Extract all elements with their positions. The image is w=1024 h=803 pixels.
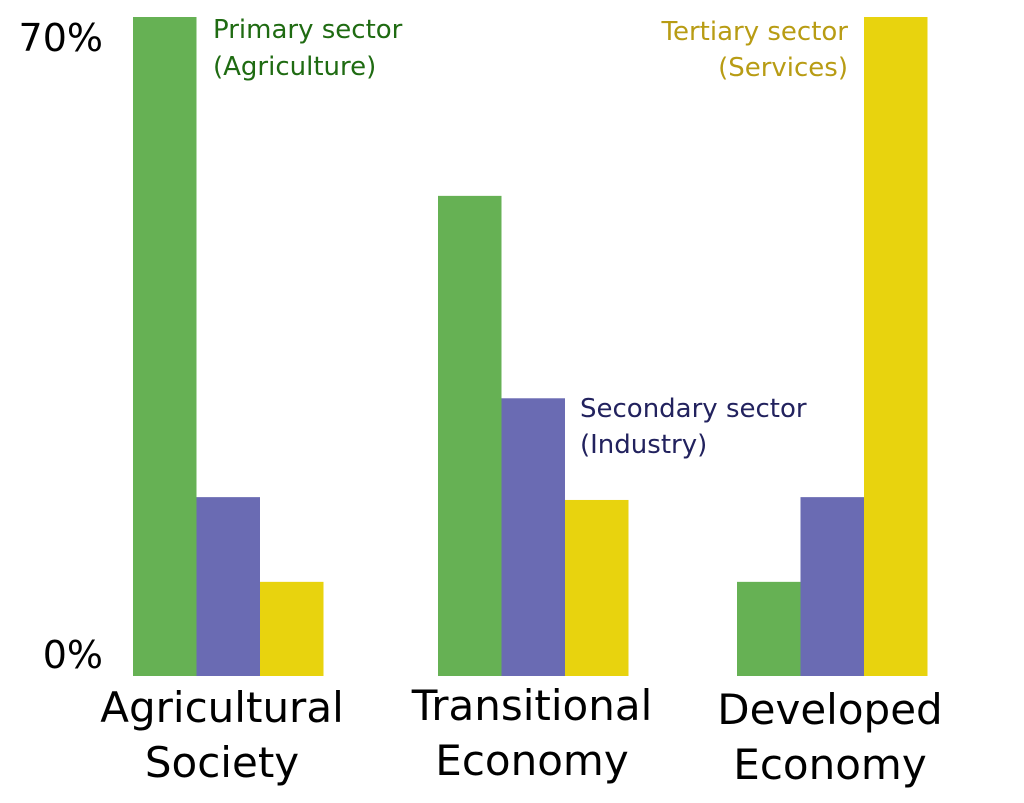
category-label-developed-line2: Economy xyxy=(733,740,926,789)
bar-transitional-tertiary xyxy=(565,499,629,676)
series-label-secondary-line2: (Industry) xyxy=(580,430,707,460)
series-label-secondary-line1: Secondary sector xyxy=(580,394,807,424)
category-label-developed-line1: Developed xyxy=(717,685,942,734)
series-label-tertiary-line2: (Services) xyxy=(718,53,848,83)
bar-developed-secondary xyxy=(800,497,864,676)
category-label-transitional-line2: Economy xyxy=(435,736,628,785)
category-label-agricultural-line2: Society xyxy=(145,738,299,787)
bar-transitional-primary xyxy=(438,195,502,676)
category-label-transitional-line1: Transitional xyxy=(411,681,653,730)
bar-developed-tertiary xyxy=(864,17,928,676)
bar-transitional-secondary xyxy=(501,398,565,676)
series-label-tertiary-line1: Tertiary sector xyxy=(661,17,849,47)
series-label-primary-line2: (Agriculture) xyxy=(213,52,376,82)
bar-developed-primary xyxy=(737,581,801,676)
category-label-agricultural-line1: Agricultural xyxy=(100,683,343,732)
series-label-primary-line1: Primary sector xyxy=(213,15,403,45)
bars-group xyxy=(133,17,928,676)
y-tick-max: 70% xyxy=(19,16,103,60)
bar-agricultural-primary xyxy=(133,17,197,676)
bar-agricultural-tertiary xyxy=(260,581,324,676)
bar-agricultural-secondary xyxy=(196,497,260,676)
y-tick-min: 0% xyxy=(43,633,103,677)
